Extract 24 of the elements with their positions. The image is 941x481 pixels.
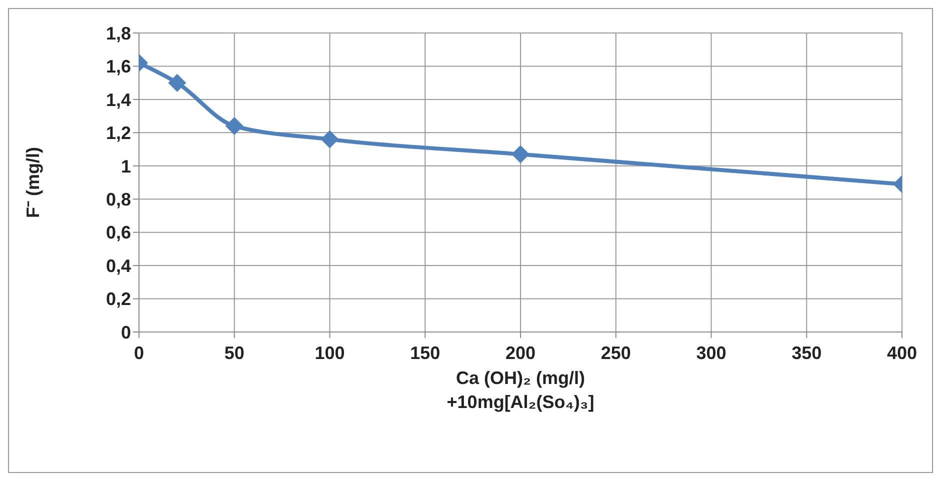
y-tick-label: 0: [120, 322, 131, 342]
y-tick-label: 1: [120, 156, 131, 176]
y-tick-label: 0,8: [106, 190, 131, 210]
x-tick-label: 0: [134, 342, 144, 363]
point: [168, 74, 186, 92]
x-tick-label: 200: [505, 342, 536, 363]
x-tick-label: 250: [600, 342, 631, 363]
y-tick-label: 0,2: [106, 289, 131, 310]
y-axis-title: F⁻ (mg/l): [23, 147, 43, 218]
x-axis-title: Ca (OH)₂ (mg/l) +10mg[Al₂(So₄)₃]: [446, 368, 594, 412]
x-tick-label: 100: [314, 342, 345, 363]
point: [320, 130, 339, 148]
y-tick-label: 1,2: [106, 123, 131, 144]
x-tick-label: 50: [224, 342, 244, 363]
y-tick-label: 0,6: [106, 222, 131, 243]
y-tick-label: 0,4: [106, 256, 131, 276]
x-tick-label: 150: [410, 342, 440, 363]
y-tick-label: 1,6: [106, 56, 131, 77]
y-tick-label: 1,4: [106, 90, 131, 110]
point: [225, 117, 244, 136]
y-tick-label: 1,8: [106, 23, 131, 44]
x-tick-label: 400: [886, 342, 918, 363]
x-tick-label: 350: [792, 342, 822, 363]
x-tick-label: 300: [696, 342, 726, 363]
